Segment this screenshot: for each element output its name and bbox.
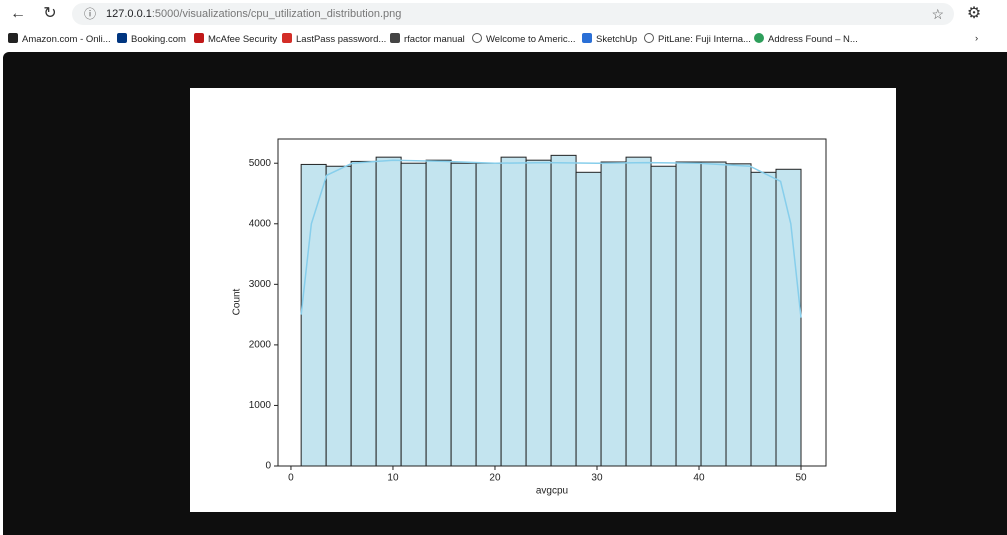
x-tick-label: 40 xyxy=(693,473,705,484)
x-tick-label: 30 xyxy=(591,473,603,484)
bar xyxy=(475,162,502,467)
address-bar[interactable]: ⓘ 127.0.0.1:5000/visualizations/cpu_util… xyxy=(72,3,954,25)
bookmark-star[interactable]: ☆ xyxy=(931,6,944,22)
bar xyxy=(750,171,777,467)
site-info-icon[interactable]: ⓘ xyxy=(84,7,97,21)
extensions-button[interactable]: ⚙ xyxy=(966,5,982,22)
bookmark[interactable]: SketchUp xyxy=(582,33,637,45)
bookmark[interactable]: PitLane: Fuji Interna... xyxy=(644,33,751,45)
x-tick-label: 10 xyxy=(387,473,399,484)
bookmark[interactable]: Welcome to Americ... xyxy=(472,33,576,45)
bookmark[interactable]: Amazon.com - Onli... xyxy=(8,33,111,45)
bar xyxy=(675,161,702,467)
y-axis-label: Count xyxy=(232,288,243,315)
bar xyxy=(375,156,402,467)
bar xyxy=(425,159,452,467)
bar xyxy=(650,165,677,467)
y-tick-label: 4000 xyxy=(249,218,272,229)
y-tick-label: 2000 xyxy=(249,340,272,351)
bar xyxy=(575,171,602,467)
bar xyxy=(300,163,327,467)
bookmark-label: Amazon.com - Onli... xyxy=(22,34,111,45)
bar xyxy=(725,163,752,467)
bookmarks-bar: Amazon.com - Onli... Booking.com McAfee … xyxy=(0,28,1007,50)
bookmark-label: rfactor manual xyxy=(404,34,465,45)
bar xyxy=(350,160,377,467)
bar xyxy=(550,154,577,467)
bookmark-label: SketchUp xyxy=(596,34,638,45)
x-axis-label: avgcpu xyxy=(536,486,568,497)
bookmark[interactable]: Address Found – N... xyxy=(754,33,858,45)
x-tick-label: 0 xyxy=(288,473,294,484)
bar xyxy=(600,161,627,467)
url-host: 127.0.0.1 xyxy=(106,8,152,20)
x-tick-label: 20 xyxy=(489,473,501,484)
bar xyxy=(400,162,427,467)
y-tick-label: 0 xyxy=(265,461,271,472)
bookmark-label: Address Found – N... xyxy=(768,34,858,45)
bookmark[interactable]: Booking.com xyxy=(117,33,186,45)
bookmark-label: McAfee Security xyxy=(208,34,278,45)
chart: avgcpu Count 0 10 20 30 40 50 0 1000 2000 3000 400… xyxy=(190,88,896,512)
bar xyxy=(700,161,727,467)
bar xyxy=(325,165,352,467)
y-tick-label: 3000 xyxy=(249,279,272,290)
bar xyxy=(500,156,527,467)
bar xyxy=(775,168,802,467)
url-path: :5000/visualizations/cpu_utilization_dis… xyxy=(151,8,402,20)
more-bookmarks[interactable]: › xyxy=(975,33,979,44)
bar xyxy=(450,162,477,467)
bookmark-label: Booking.com xyxy=(131,34,186,45)
back-button[interactable]: ← xyxy=(10,5,26,22)
toolbar: ← ↻ ⓘ 127.0.0.1:5000/visualizations/cpu_… xyxy=(0,0,1007,28)
kde-line xyxy=(300,159,802,318)
bookmark[interactable]: McAfee Security xyxy=(194,33,277,45)
y-tick-label: 5000 xyxy=(249,158,272,169)
bookmark-label: PitLane: Fuji Interna... xyxy=(658,34,751,45)
bookmark[interactable]: LastPass password... xyxy=(282,33,386,45)
bar xyxy=(525,159,552,467)
url: 127.0.0.1:5000/visualizations/cpu_utiliz… xyxy=(106,3,401,25)
bookmark-label: Welcome to Americ... xyxy=(486,34,576,45)
x-tick-label: 50 xyxy=(795,473,807,484)
axes-frame xyxy=(277,138,827,467)
bar xyxy=(625,156,652,467)
reload-button[interactable]: ↻ xyxy=(43,5,57,22)
bookmark[interactable]: rfactor manual xyxy=(390,33,465,45)
y-tick-label: 1000 xyxy=(249,400,272,411)
bookmark-label: LastPass password... xyxy=(296,34,387,45)
